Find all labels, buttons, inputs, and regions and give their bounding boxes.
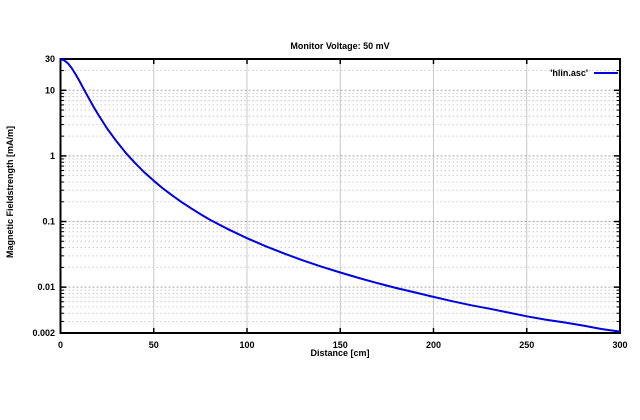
data-curve <box>59 58 621 333</box>
x-tick-label: 300 <box>612 340 627 350</box>
y-tick-label: 1 <box>50 151 55 161</box>
y-tick-label: 10 <box>45 85 55 95</box>
x-tick-label: 250 <box>519 340 534 350</box>
x-tick-label: 200 <box>426 340 441 350</box>
chart-title: Monitor Voltage: 50 mV <box>290 41 390 51</box>
x-axis-title: Distance [cm] <box>310 348 370 358</box>
x-tick-label: 100 <box>239 340 254 350</box>
x-tick-label: 150 <box>333 340 348 350</box>
y-tick-label: 0.01 <box>37 282 55 292</box>
y-tick-label: 30 <box>45 54 55 64</box>
legend-label: 'hlin.asc' <box>550 68 588 78</box>
plot-border <box>59 58 621 334</box>
x-tick-label: 50 <box>149 340 159 350</box>
legend: 'hlin.asc' <box>550 67 618 79</box>
y-axis-title: Magnetic Fieldstrength [mA/m] <box>5 126 15 259</box>
x-tick-label: 0 <box>58 340 63 350</box>
y-tick-label: 0.002 <box>32 328 55 338</box>
y-tick-label: 0.1 <box>42 217 55 227</box>
legend-line-sample <box>594 72 618 74</box>
